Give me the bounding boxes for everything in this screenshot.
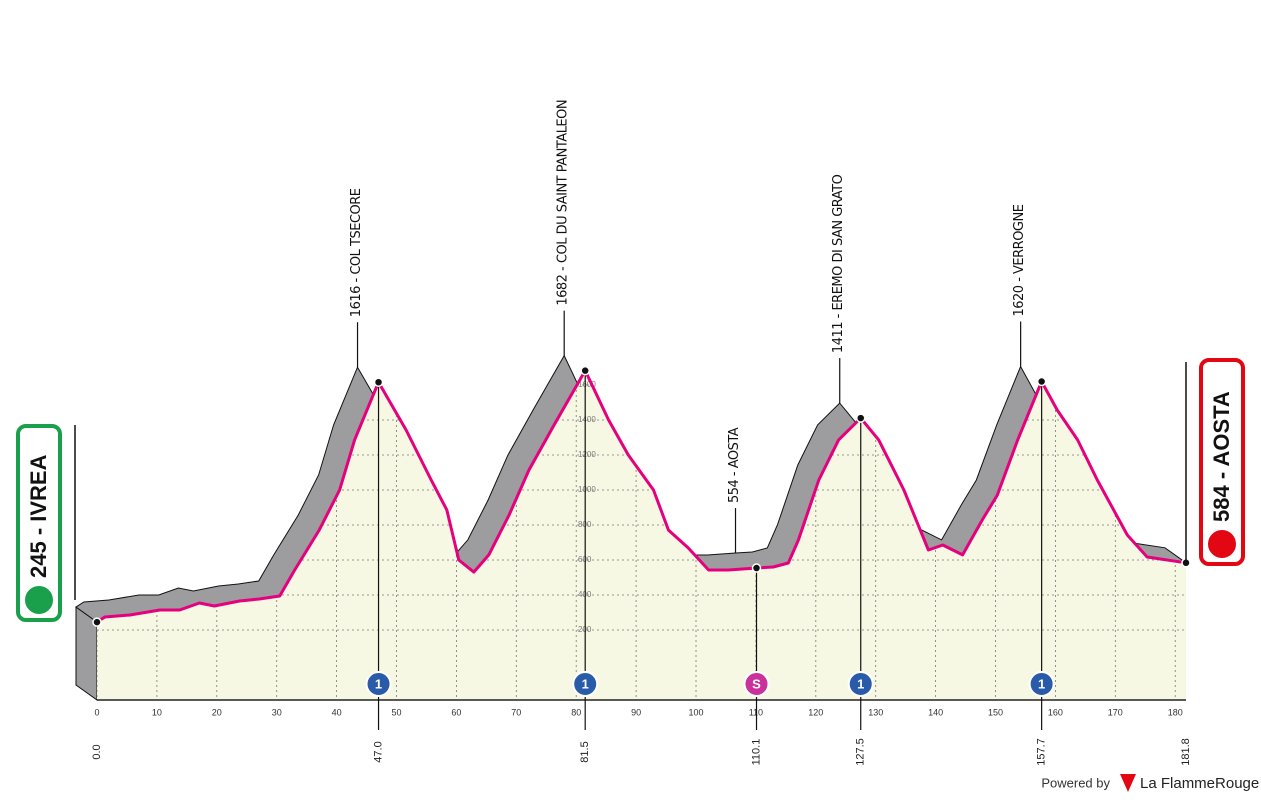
km-label: 47.0 — [372, 741, 384, 762]
km-label: 181.8 — [1180, 738, 1192, 766]
x-tick-label: 0 — [94, 707, 99, 717]
badge — [572, 671, 599, 697]
badge — [743, 671, 770, 697]
brand: La FlammeRouge — [1140, 775, 1259, 792]
x-tick-label: 10 — [152, 707, 162, 717]
x-tick-label: 80 — [571, 707, 581, 717]
x-tick-label: 30 — [272, 707, 282, 717]
waypoint-dot — [1036, 376, 1047, 387]
x-tick-label: 100 — [688, 707, 703, 717]
x-tick-label: 50 — [391, 707, 401, 717]
start-icon — [23, 584, 55, 616]
km-label: 127.5 — [855, 738, 867, 766]
km-label: 157.7 — [1036, 738, 1048, 766]
powered-by: Powered by — [1041, 775, 1110, 790]
badge-label: S — [752, 676, 761, 691]
waypoint-name: 1682 - COL DU SAINT PANTALEON — [556, 100, 571, 306]
profile-line — [96, 369, 1187, 624]
x-tick-label: 20 — [212, 707, 222, 717]
waypoint-dot — [751, 563, 762, 573]
finish-label: 584 - AOSTA — [1209, 391, 1234, 522]
x-tick-label: 60 — [451, 707, 461, 717]
waypoint-dot — [373, 377, 384, 387]
badge-label: 1 — [857, 676, 864, 691]
waypoint-dot — [855, 413, 866, 423]
waypoint-name: 1616 - COL TSECORE — [349, 188, 364, 317]
y-tick-label: 1200 — [578, 450, 596, 459]
badge — [847, 671, 874, 697]
y-tick-label: 1400 — [578, 415, 596, 424]
badge — [1028, 671, 1055, 697]
profile-fill — [97, 370, 1186, 700]
x-tick-label: 140 — [928, 707, 943, 717]
x-tick-label: 180 — [1168, 707, 1183, 717]
x-tick-label: 150 — [988, 707, 1003, 717]
finish-box — [1199, 358, 1245, 566]
x-tick-label: 70 — [511, 707, 521, 717]
km-label: 110.1 — [750, 739, 762, 766]
waypoint-dot — [580, 365, 590, 376]
x-tick-label: 130 — [868, 707, 883, 717]
y-tick-label: 1000 — [578, 485, 596, 494]
km-label: 0.0 — [91, 744, 103, 759]
brand-logo — [1120, 774, 1136, 792]
waypoint-name: 554 - AOSTA — [727, 427, 742, 503]
badge-label: 1 — [375, 676, 382, 691]
waypoint-dot — [92, 617, 102, 627]
finish-icon — [1206, 528, 1238, 560]
badge-label: 1 — [582, 676, 589, 691]
start-box — [16, 424, 62, 622]
km-label: 81.5 — [579, 741, 591, 762]
x-tick-label: 120 — [808, 707, 823, 717]
x-tick-label: 90 — [631, 707, 641, 717]
x-tick-label: 40 — [332, 707, 342, 717]
x-tick-label: 170 — [1108, 707, 1123, 717]
waypoint-name: 1411 - EREMO DI SAN GRATO — [831, 174, 846, 353]
y-tick-label: 1600 — [578, 380, 596, 389]
badge — [365, 671, 392, 697]
start-label: 245 - IVREA — [26, 454, 51, 578]
x-tick-label: 160 — [1048, 707, 1063, 717]
waypoint-name: 1620 - VERROGNE — [1012, 204, 1027, 316]
badge-label: 1 — [1038, 676, 1045, 691]
